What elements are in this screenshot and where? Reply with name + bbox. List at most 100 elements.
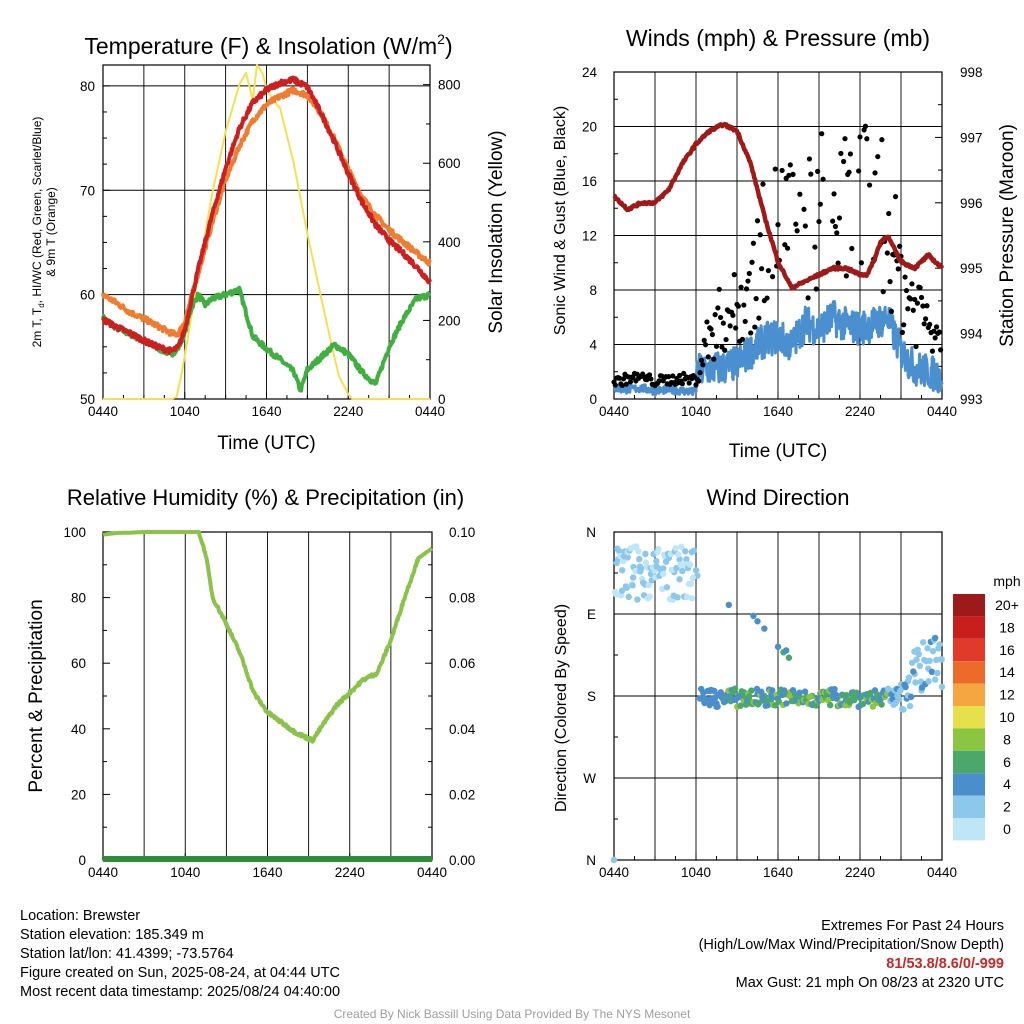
direction-point [613,591,620,598]
gust-point [905,306,911,312]
gust-point [731,272,737,278]
direction-point [907,693,915,701]
direction-point [895,695,903,703]
direction-point [672,545,679,552]
speed-legend: mph 20+ 18 16 14 12 10 8 6 4 2 0 [953,573,1021,841]
x-tick-label: 0440 [927,865,957,880]
x-tick-label: 1040 [170,404,200,419]
gust-point [797,191,803,197]
direction-point [642,550,649,558]
direction-point [931,634,939,642]
direction-point [915,650,922,658]
y2-tick-label: 998 [960,65,983,80]
y2-tick-label: 0.06 [449,656,475,671]
gust-point [813,286,819,292]
gust-point [846,169,852,175]
y2-tick-label: 995 [960,261,983,276]
gust-point [616,375,623,381]
gust-point [757,232,763,238]
gust-point [759,266,765,272]
y-axis-label-subscript: d [37,303,46,307]
y-tick-label: 24 [582,65,598,80]
gust-point [832,223,839,230]
x-tick-label: 2240 [845,404,875,419]
gust-point [895,266,901,272]
y2-tick-label: 996 [960,196,983,211]
gust-point [794,228,800,234]
direction-point [686,561,694,568]
gust-point [835,260,841,266]
gust-point [831,191,837,197]
gust-point [720,320,726,326]
direction-point [634,596,641,603]
legend-label: 0 [1003,821,1011,837]
gust-point [612,382,618,388]
series-9m-t [101,86,432,338]
gust-point [929,348,936,354]
direction-point [683,556,690,563]
legend-title: mph [993,573,1020,589]
gust-point [718,314,724,321]
station-elevation: Station elevation: 185.349 m [20,927,204,943]
direction-point [763,697,770,704]
y-tick-label: 0 [589,392,597,407]
x-tick-label: 0440 [88,404,118,419]
legend-label: 10 [999,709,1015,725]
direction-point [919,639,927,646]
direction-point [896,687,904,695]
gust-point [880,289,886,295]
direction-point [748,687,755,694]
direction-point [843,691,850,699]
y-tick-label: 60 [80,288,95,303]
legend-label: 18 [999,619,1015,635]
gust-point [722,347,728,353]
gust-point [862,123,869,129]
direction-point [878,701,885,708]
gust-point [620,376,627,382]
gust-point [741,302,747,308]
x-axis-label: Time (UTC) [217,433,316,454]
direction-point [831,685,838,693]
gust-point [754,218,761,224]
title-end: ) [445,33,453,59]
humidity-panel: 0440 1040 1640 2240 04400204060801000.000.02… [26,485,476,880]
gust-point [745,278,751,284]
x-tick-label: 1640 [763,404,793,419]
y-tick-label: 60 [71,656,86,671]
x-tick-label: 1640 [763,865,793,880]
direction-point [758,688,765,696]
gust-point [705,354,711,360]
y-tick-label: N [586,525,596,540]
gust-point [838,150,844,157]
gust-point [830,218,836,224]
y-axis-label-left: Sonic Wind & Gust (Blue, Black) [552,106,569,335]
direction-point [926,657,933,665]
y-tick-label: 12 [582,229,597,244]
extremes-description: (High/Low/Max Wind/Precipitation/Snow De… [698,937,1004,953]
gust-point [746,270,752,277]
x-tick-label: 0440 [415,404,445,419]
gust-point [708,326,714,332]
series-2m-t [101,75,432,355]
y-axis-label-left: Percent & Precipitation [26,599,47,792]
direction-point [902,683,909,691]
gust-point [772,166,778,172]
direction-point [682,548,689,555]
gust-point [730,312,736,318]
direction-point [725,601,732,609]
legend-label: 4 [1003,776,1011,792]
max-gust: Max Gust: 21 mph On 08/23 at 2320 UTC [735,975,1004,991]
extremes-info: Extremes For Past 24 Hours (High/Low/Max… [699,917,1004,993]
gust-point [817,201,823,207]
x-tick-label: 1040 [170,865,200,880]
gust-point [769,274,776,280]
direction-points [610,543,946,864]
gust-point [666,374,672,380]
recent-timestamp: Most recent data timestamp: 2025/08/24 0… [20,984,341,1000]
y2-tick-label: 0 [438,392,446,407]
y-axis-label-rest: , HI/WC (Red, Green, Scarlet/Blue) [30,117,44,304]
direction-point [623,584,631,591]
direction-point [783,700,790,707]
series-sonic-wind [612,299,944,397]
gust-point [670,373,676,379]
